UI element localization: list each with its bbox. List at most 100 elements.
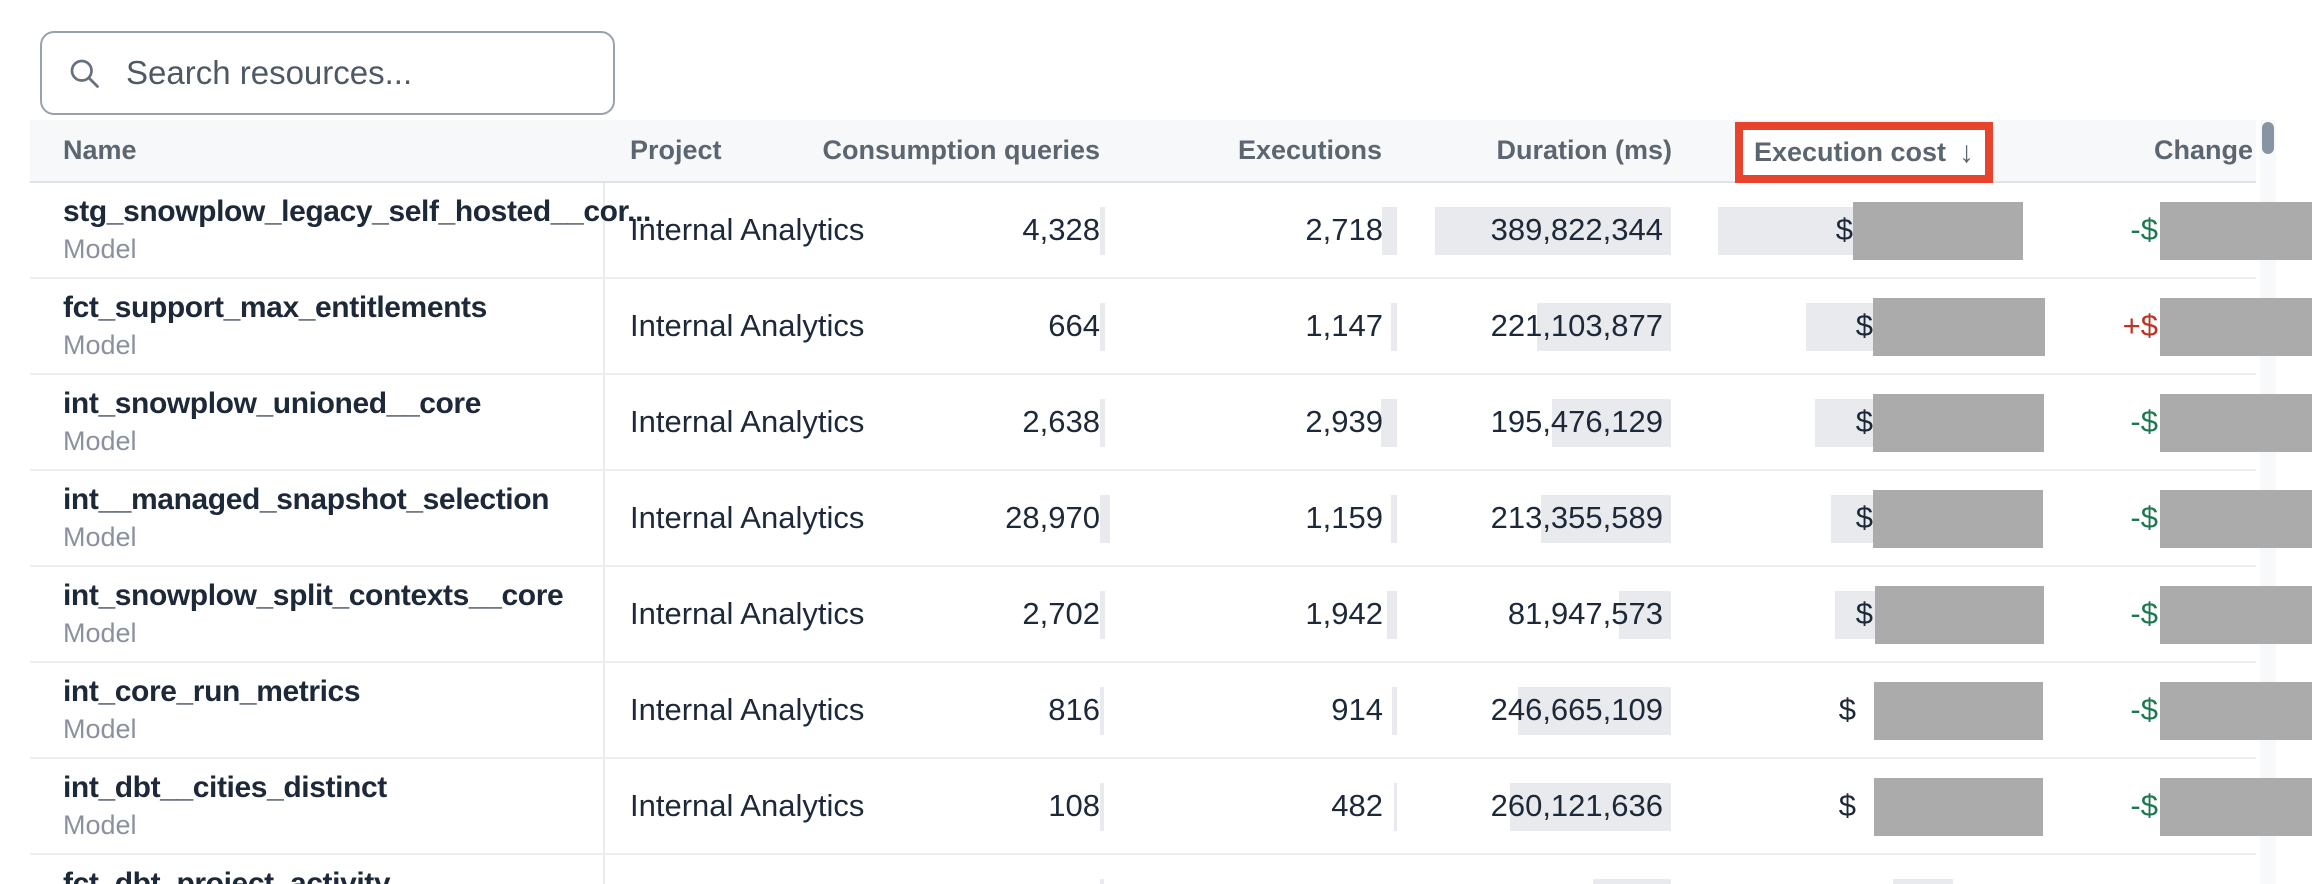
project-cell: Internal Analytics [630,308,865,343]
executions-bar [1387,591,1397,639]
resource-name[interactable]: int_snowplow_unioned__core [63,387,481,420]
duration-value: 246,665,109 [1490,692,1663,727]
table-row[interactable]: int__managed_snapshot_selection Model In… [30,471,2312,567]
name-cell: int__managed_snapshot_selection Model [63,471,549,565]
resource-name[interactable]: int_snowplow_split_contexts__core [63,579,564,612]
table-row[interactable]: fct_support_max_entitlements Model Inter… [30,279,2312,375]
table-row[interactable]: int_core_run_metrics Model Internal Anal… [30,663,2312,759]
executions-bar [1382,207,1397,255]
executions-value: 1,942 [1305,596,1383,631]
change-redaction [2160,586,2312,644]
header-executions[interactable]: Executions [1237,135,1382,165]
resource-type: Model [63,714,137,744]
execution-cost-redaction [1873,298,2045,356]
sort-desc-icon: ↓ [1959,135,1975,169]
consumption-value: 2,638 [1022,404,1100,439]
search-box[interactable] [40,31,615,115]
consumption-bar [1100,399,1105,447]
execution-cost-prefix: $ [1835,212,1853,247]
execution-cost-redaction [1873,394,2044,452]
name-cell: int_core_run_metrics Model [63,663,361,757]
search-input[interactable] [124,53,595,93]
execution-cost-prefix: $ [1838,692,1856,727]
change-redaction [2160,682,2312,740]
change-sign: -$ [2130,404,2158,439]
duration-bar [1510,783,1671,831]
consumption-bar [1100,303,1105,351]
consumption-value: 28,970 [1005,500,1100,535]
executions-bar [1391,303,1397,351]
table-row[interactable]: int_dbt__cities_distinct Model Internal … [30,759,2312,855]
resource-name[interactable]: int__managed_snapshot_selection [63,483,550,516]
resource-name[interactable]: int_dbt__cities_distinct [63,771,387,804]
header-project[interactable]: Project [630,135,722,165]
header-name[interactable]: Name [63,135,137,165]
name-cell: int_dbt__cities_distinct Model [63,759,387,853]
execution-cost-bar [1815,399,1873,447]
duration-bar [1518,687,1671,735]
consumption-bar [1100,495,1110,543]
name-cell: int_snowplow_unioned__core Model [63,375,481,469]
execution-cost-prefix: $ [1855,404,1873,439]
consumption-value: 2,702 [1022,596,1100,631]
table-row[interactable]: int_snowplow_unioned__core Model Interna… [30,375,2312,471]
column-divider [603,120,605,884]
execution-cost-redaction [1873,490,2043,548]
table-row[interactable]: fct_dbt_project_activity Model [30,855,2256,884]
consumption-bar [1100,783,1104,831]
executions-value: 2,939 [1305,404,1383,439]
header-duration-ms[interactable]: Duration (ms) [1496,135,1673,165]
scrollbar-thumb[interactable] [2262,122,2274,154]
executions-value: 2,718 [1305,212,1383,247]
table-row[interactable]: stg_snowplow_legacy_self_hosted__cor... … [30,183,2312,279]
name-cell: fct_support_max_entitlements Model [63,279,487,373]
resource-type: Model [63,330,137,360]
executions-value: 1,147 [1305,308,1383,343]
resources-table: Name Project Consumption queries Executi… [30,120,2312,884]
execution-cost-bar [1831,495,1873,543]
execution-cost-prefix: $ [1855,308,1873,343]
duration-value: 81,947,573 [1507,596,1663,631]
resource-name[interactable]: fct_support_max_entitlements [63,291,487,324]
table-row[interactable]: int_snowplow_split_contexts__core Model … [30,567,2312,663]
name-cell: stg_snowplow_legacy_self_hosted__cor... … [63,183,651,277]
resource-type: Model [63,810,137,840]
header-change[interactable]: Change [2153,135,2253,165]
resource-type: Model [63,618,137,648]
consumption-value: 108 [1048,788,1100,823]
consumption-bar [1100,687,1104,735]
search-icon [70,59,99,88]
header-consumption-queries[interactable]: Consumption queries [822,135,1100,165]
execution-cost-bar [1893,879,1953,884]
project-cell: Internal Analytics [630,212,865,247]
change-redaction [2160,202,2312,260]
execution-cost-bar [1835,591,1875,639]
executions-bar [1391,495,1397,543]
execution-cost-redaction [1853,202,2023,260]
resource-name[interactable]: int_core_run_metrics [63,675,361,708]
execution-cost-prefix: $ [1838,788,1856,823]
executions-value: 482 [1331,788,1383,823]
executions-value: 914 [1331,692,1383,727]
duration-value: 195,476,129 [1490,404,1663,439]
consumption-value: 4,328 [1022,212,1100,247]
execution-cost-redaction [1875,586,2044,644]
duration-bar [1552,399,1671,447]
execution-cost-bar [1806,303,1873,351]
change-sign: -$ [2130,596,2158,631]
header-execution-cost[interactable]: Execution cost [1753,137,1947,167]
executions-bar [1394,783,1397,831]
resource-type: Model [63,426,137,456]
consumption-value: 664 [1048,308,1100,343]
change-sign: -$ [2130,788,2158,823]
execution-cost-highlight-box[interactable]: Execution cost ↓ [1735,122,1993,183]
resource-name[interactable]: stg_snowplow_legacy_self_hosted__cor... [63,195,651,228]
duration-bar [1435,207,1671,255]
executions-value: 1,159 [1305,500,1383,535]
resource-name[interactable]: fct_dbt_project_activity [63,867,391,884]
execution-cost-redaction [1874,778,2043,836]
project-cell: Internal Analytics [630,404,865,439]
duration-value: 260,121,636 [1490,788,1663,823]
duration-value: 221,103,877 [1490,308,1663,343]
